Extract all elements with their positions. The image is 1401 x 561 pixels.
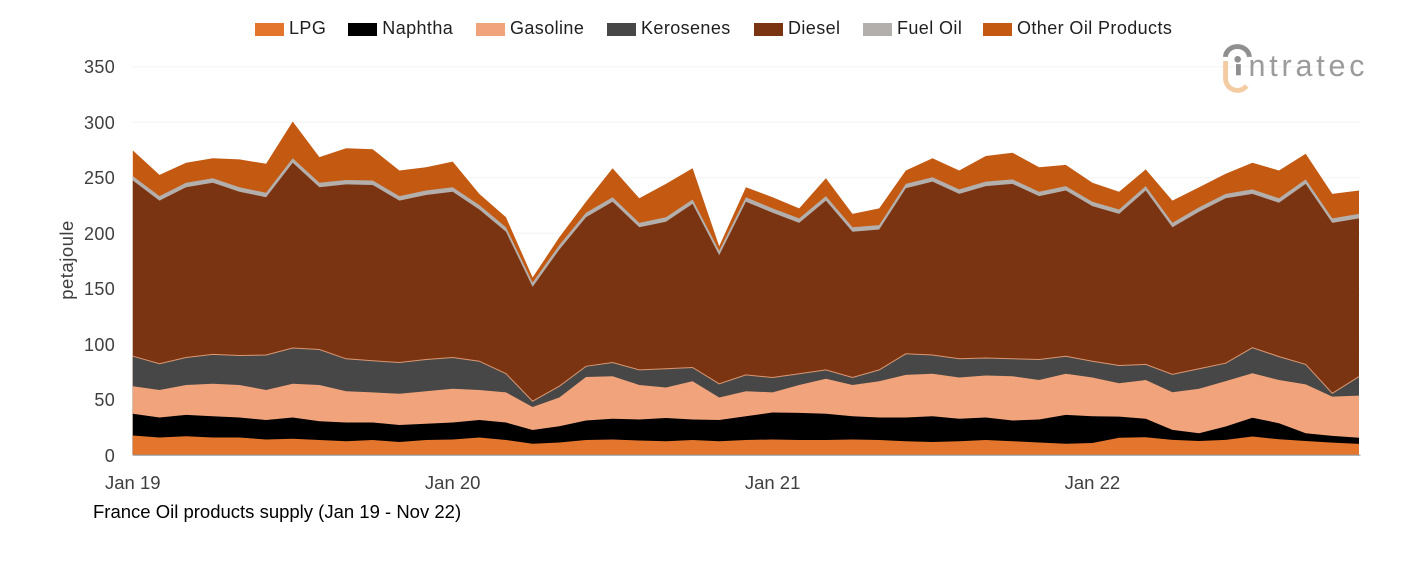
svg-text:ntratec: ntratec bbox=[1249, 49, 1369, 83]
